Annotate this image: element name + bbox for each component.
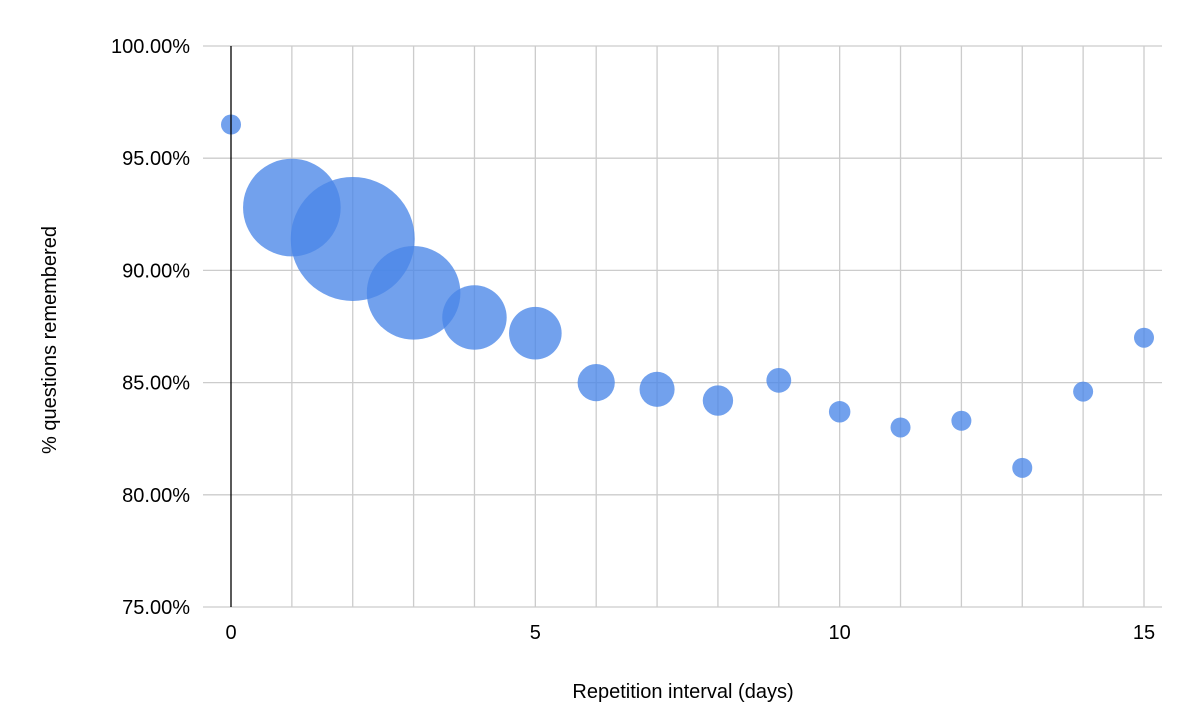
bubble-point xyxy=(442,285,507,350)
label-layer: 75.00% 80.00% 85.00% 90.00% 95.00% 100.00% 0 5 1… xyxy=(111,36,1155,644)
bubble-point xyxy=(702,385,734,416)
bubble-point xyxy=(828,401,851,423)
bubble-point xyxy=(951,410,972,431)
y-tick-label: 100.00% xyxy=(111,36,190,58)
y-tick-label: 75.00% xyxy=(122,597,190,619)
bubble-layer xyxy=(221,114,1154,478)
y-tick-label: 85.00% xyxy=(122,373,190,395)
bubble-point xyxy=(509,306,562,360)
x-axis-title: Repetition interval (days) xyxy=(572,681,793,703)
x-tick-label: 5 xyxy=(530,622,541,644)
bubble-point xyxy=(1134,327,1154,348)
y-axis-title: % questions remembered xyxy=(39,226,61,454)
y-tick-label: 80.00% xyxy=(122,485,190,507)
bubble-point xyxy=(577,364,615,402)
y-tick-label: 90.00% xyxy=(122,260,190,282)
bubble-point xyxy=(639,371,675,407)
bubble-point xyxy=(366,246,461,340)
y-tick-label: 95.00% xyxy=(122,148,190,170)
x-tick-label: 15 xyxy=(1133,622,1155,644)
bubble-point xyxy=(1012,457,1033,478)
bubble-point xyxy=(766,367,792,393)
bubble-point xyxy=(1073,381,1094,402)
x-tick-label: 10 xyxy=(829,622,851,644)
grid-layer xyxy=(203,45,1162,608)
x-tick-label: 0 xyxy=(225,622,236,644)
bubble-point xyxy=(890,417,911,438)
